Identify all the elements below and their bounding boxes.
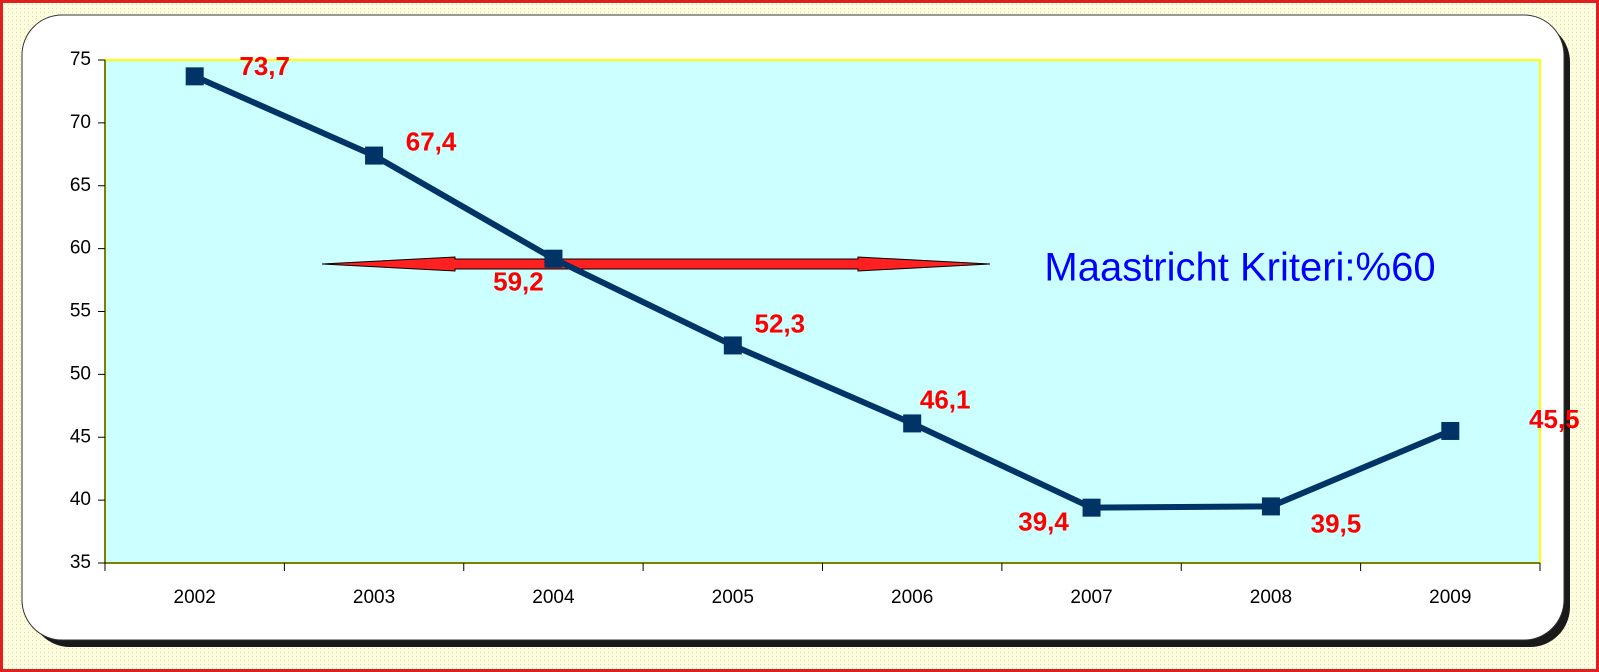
y-tick-label: 60 (70, 238, 91, 259)
data-label: 59,2 (493, 267, 544, 297)
y-tick-label: 75 (70, 49, 91, 70)
x-tick-label: 2004 (532, 587, 575, 608)
y-tick-label: 70 (70, 112, 91, 133)
marker (903, 414, 922, 433)
y-tick-label: 45 (70, 426, 91, 447)
criterion-arrow (321, 256, 991, 272)
y-tick-label: 35 (70, 552, 91, 573)
marker (1082, 498, 1101, 517)
x-tick-label: 2009 (1429, 587, 1471, 608)
y-tick-label: 50 (70, 363, 91, 384)
x-tick-label: 2008 (1250, 587, 1292, 608)
y-tick-label: 55 (70, 301, 91, 322)
annotation: Maastricht Kriteri:%60 (1044, 246, 1435, 290)
marker (723, 336, 742, 355)
x-tick-label: 2002 (174, 587, 216, 608)
data-label: 39,4 (1018, 507, 1069, 537)
marker (1441, 421, 1460, 440)
data-label: 46,1 (920, 384, 971, 414)
line (193, 73, 1452, 511)
data-label: 73,7 (239, 51, 290, 81)
x-tick-label: 2005 (712, 587, 754, 608)
data-label: 67,4 (406, 126, 457, 156)
data-label: 52,3 (755, 308, 806, 338)
x-tick-label: 2006 (891, 587, 933, 608)
marker (185, 67, 204, 86)
data-label: 39,5 (1311, 508, 1362, 538)
data-label: 45,5 (1529, 404, 1580, 434)
x-tick-label: 2003 (353, 587, 395, 608)
x-tick-label: 2007 (1070, 587, 1112, 608)
marker (544, 249, 563, 268)
plot-area (104, 59, 1541, 564)
y-tick-label: 40 (70, 489, 91, 510)
marker (1261, 497, 1280, 516)
y-tick-label: 65 (70, 175, 91, 196)
marker (365, 146, 384, 165)
